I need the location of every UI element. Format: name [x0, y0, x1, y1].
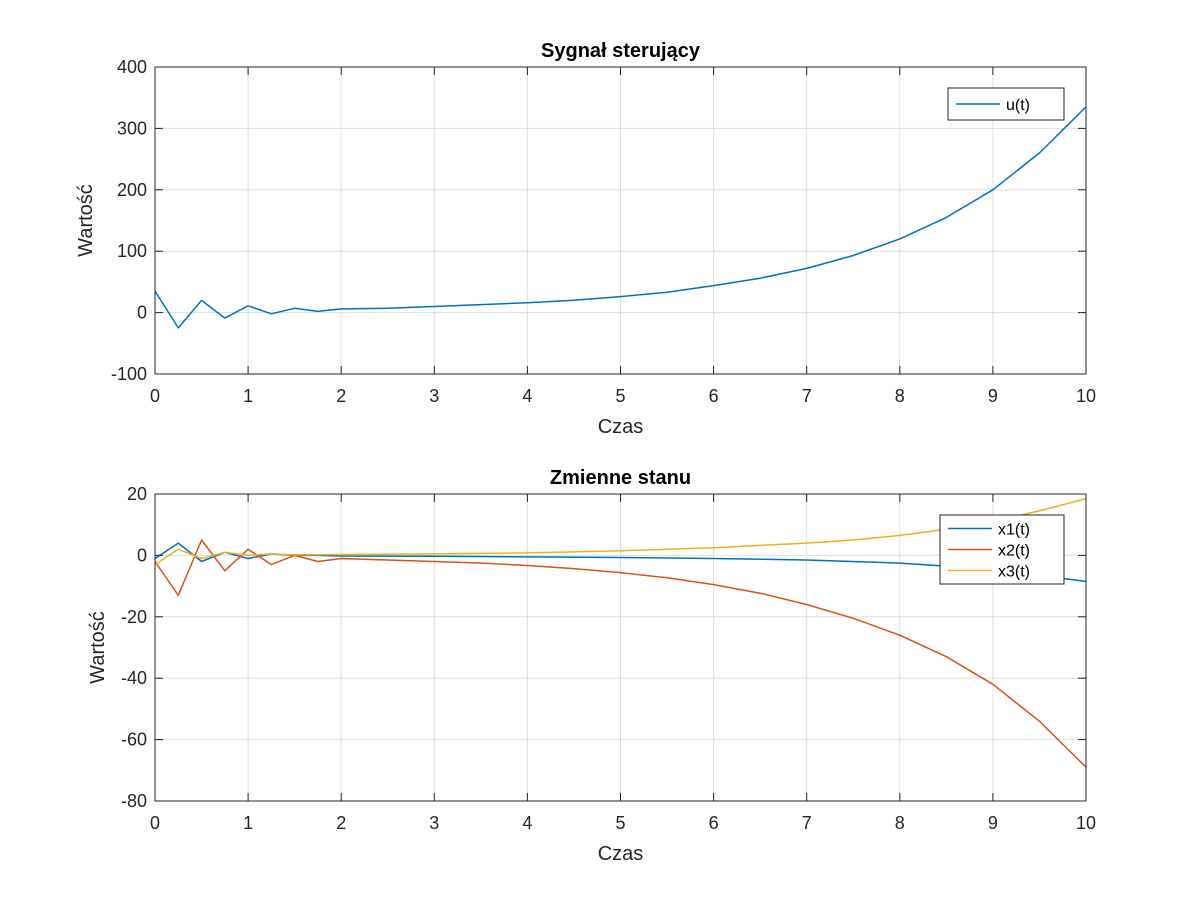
legend: u(t) [947, 87, 1065, 121]
x-axis-label: Czas [598, 416, 644, 438]
x-tick-label: 5 [615, 813, 625, 833]
x-tick-label: 5 [615, 386, 625, 406]
y-tick-label: 20 [127, 484, 147, 504]
x-tick-label: 10 [1076, 386, 1096, 406]
x-tick-label: 2 [336, 386, 346, 406]
x-tick-label: 8 [895, 386, 905, 406]
y-tick-label: -80 [121, 791, 147, 811]
y-axis-label: Wartość [75, 184, 97, 257]
y-axis-label: Wartość [87, 611, 109, 684]
y-tick-label: -100 [111, 364, 147, 384]
x-tick-label: 6 [709, 386, 719, 406]
x-tick-label: 8 [895, 813, 905, 833]
legend: x1(t) x2(t) x3(t) [939, 514, 1065, 585]
legend-label: x3(t) [998, 564, 1030, 581]
legend-label: x2(t) [998, 543, 1030, 560]
x-tick-label: 9 [988, 813, 998, 833]
series-line-ut [154, 106, 1087, 329]
x-tick-label: 1 [243, 813, 253, 833]
x-tick-label: 7 [802, 813, 812, 833]
chart-state-variables: 0 1 2 3 4 5 6 7 8 9 10 -80 -60 -40 -20 0 20 Zmienne stan… [87, 467, 1096, 865]
x-tick-label: 1 [243, 386, 253, 406]
x-tick-label: 4 [522, 813, 532, 833]
x-tick-label: 7 [802, 386, 812, 406]
chart-title: Zmienne stanu [550, 467, 691, 489]
x-tick-label: 2 [336, 813, 346, 833]
x-axis-label: Czas [598, 843, 644, 865]
series-line-x3t [154, 497, 1087, 566]
y-tick-label: 0 [137, 303, 147, 323]
x-tick-label: 0 [150, 386, 160, 406]
x-tick-label: 10 [1076, 813, 1096, 833]
x-tick-label: 6 [709, 813, 719, 833]
x-tick-label: 4 [522, 386, 532, 406]
tick-labels: 0 1 2 3 4 5 6 7 8 9 10 -80 -60 -40 -20 0 20 [121, 484, 1096, 833]
x-tick-label: 3 [429, 813, 439, 833]
x-tick-label: 3 [429, 386, 439, 406]
legend-label: x1(t) [998, 522, 1030, 539]
y-tick-label: -60 [121, 730, 147, 750]
series-line-x2t [154, 539, 1087, 768]
y-tick-label: -20 [121, 607, 147, 627]
y-tick-label: 400 [117, 57, 147, 77]
x-tick-label: 9 [988, 386, 998, 406]
y-tick-label: 0 [137, 545, 147, 565]
y-tick-label: -40 [121, 668, 147, 688]
y-tick-label: 300 [117, 118, 147, 138]
y-tick-label: 200 [117, 180, 147, 200]
series-group [154, 106, 1087, 329]
legend-label: u(t) [1006, 97, 1030, 114]
x-tick-label: 0 [150, 813, 160, 833]
y-tick-label: 100 [117, 241, 147, 261]
chart-title: Sygnał sterujący [541, 40, 701, 62]
